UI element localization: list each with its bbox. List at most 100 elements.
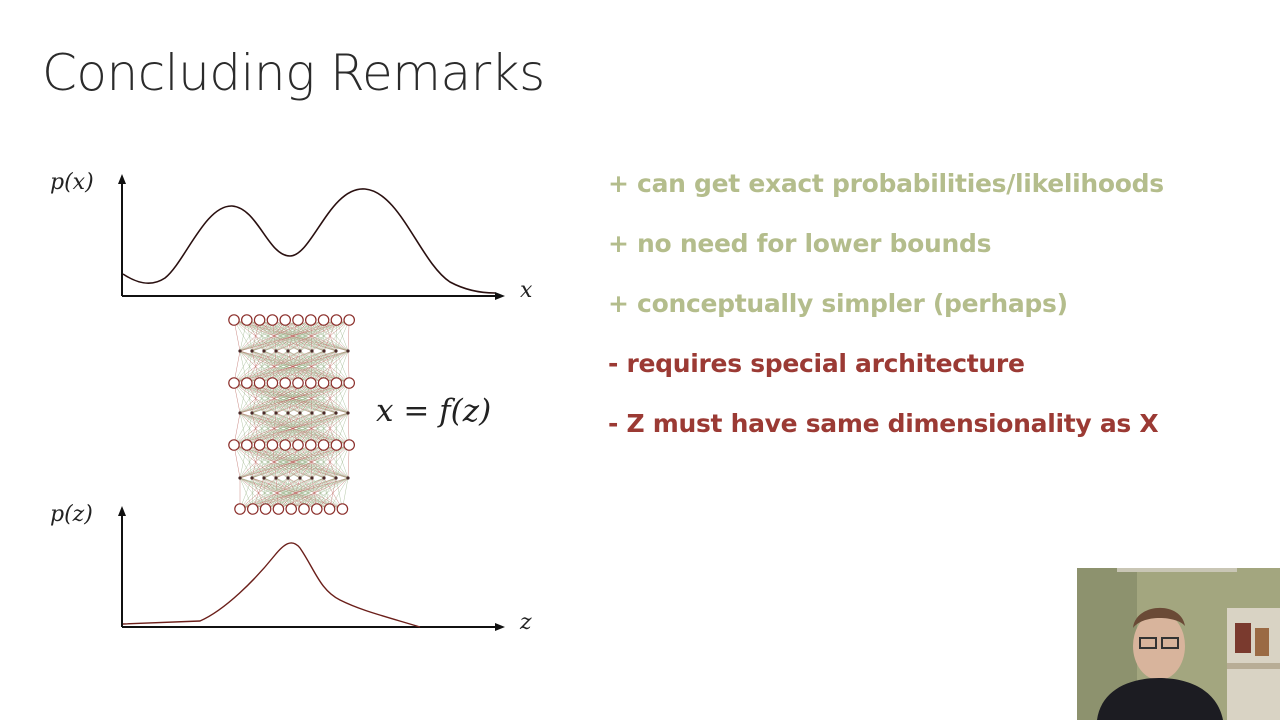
network-edge: [299, 412, 350, 446]
network-hidden-dot: [310, 349, 314, 353]
network-edge: [303, 477, 349, 510]
network-edge: [259, 319, 313, 352]
network-edge: [239, 319, 350, 352]
network-edge: [251, 350, 311, 384]
network-edge: [233, 319, 253, 352]
network-edge: [285, 382, 337, 414]
network-edge: [246, 319, 301, 352]
neural-network-graphic: [228, 314, 355, 515]
network-edge: [246, 444, 265, 479]
network-edge: [310, 319, 337, 352]
network-node: [228, 377, 240, 389]
network-edge: [323, 382, 349, 414]
network-edge: [285, 444, 325, 479]
network-edge: [263, 477, 317, 510]
network-node: [247, 503, 259, 515]
network-edge: [275, 350, 324, 384]
network-edge: [239, 477, 349, 510]
network-node: [304, 314, 317, 326]
network-edge: [272, 382, 313, 414]
bullet-pro-exact-likelihoods: + can get exact probabilities/likelihood…: [608, 169, 1164, 198]
network-hidden-dot: [238, 411, 242, 415]
network-edge: [246, 444, 301, 479]
network-edge: [259, 382, 289, 414]
network-hidden-dot: [286, 411, 290, 415]
network-node: [330, 439, 343, 451]
network-edge: [251, 319, 350, 352]
network-edge: [246, 444, 277, 479]
network-edge: [239, 382, 286, 414]
bottom-plot-x-arrow: [495, 623, 505, 631]
network-edge: [272, 444, 313, 479]
network-node: [279, 377, 291, 389]
network-edge: [233, 350, 265, 384]
network-edge: [311, 412, 337, 446]
network-hidden-dot: [322, 476, 326, 480]
network-edge: [299, 319, 350, 352]
network-edge: [272, 382, 325, 414]
network-edge: [323, 412, 349, 446]
network-edge: [287, 412, 350, 446]
network-edge: [252, 477, 349, 510]
network-node: [266, 439, 279, 451]
network-hidden-dot: [322, 411, 326, 415]
network-edge: [297, 444, 349, 479]
network-node: [330, 377, 343, 389]
network-edge: [310, 382, 337, 414]
bullet-pro-no-lower-bounds: + no need for lower bounds: [608, 229, 992, 258]
network-edge: [246, 382, 301, 414]
network-hidden-dot: [346, 476, 350, 480]
top-plot-y-label: p(x): [50, 170, 94, 195]
network-edge: [272, 444, 325, 479]
network-edge: [233, 382, 253, 414]
network-edge: [239, 477, 337, 510]
network-hidden-dot: [262, 411, 266, 415]
network-edge: [310, 444, 325, 479]
network-node: [323, 503, 336, 515]
bottom-plot: [118, 506, 505, 631]
network-edge: [239, 319, 273, 352]
network-node: [304, 439, 317, 451]
network-edge: [285, 319, 325, 352]
bottom-density-curve: [122, 542, 421, 628]
network-edge: [299, 382, 350, 414]
network-edge: [239, 412, 273, 446]
network-edge: [285, 350, 349, 384]
network-edge: [287, 477, 317, 510]
network-hidden-dot: [322, 349, 326, 353]
network-edge: [251, 477, 279, 510]
network-edge: [239, 350, 299, 384]
network-hidden-dot: [250, 349, 254, 353]
network-edge: [259, 444, 325, 479]
network-edge: [259, 444, 313, 479]
network-edge: [323, 477, 343, 510]
network-edge: [263, 412, 299, 446]
network-edge: [275, 477, 330, 510]
network-edge: [233, 350, 253, 384]
network-edge: [259, 444, 289, 479]
network-node: [330, 314, 343, 326]
network-node: [272, 503, 285, 515]
network-edge: [285, 444, 337, 479]
network-edge: [310, 382, 349, 414]
network-hidden-dot: [298, 349, 302, 353]
network-edge: [272, 444, 337, 479]
network-hidden-dot: [262, 349, 266, 353]
network-edge: [263, 350, 324, 384]
network-edge: [239, 382, 273, 414]
network-edge: [259, 319, 301, 352]
network-edge: [275, 412, 337, 446]
network-edge: [233, 319, 289, 352]
network-hidden-dot: [286, 349, 290, 353]
network-hidden-dot: [310, 411, 314, 415]
network-edge: [311, 444, 350, 479]
network-edge: [275, 412, 299, 446]
network-edge: [263, 350, 299, 384]
network-node: [241, 377, 253, 389]
bullet-pro-simpler: + conceptually simpler (perhaps): [608, 289, 1068, 318]
network-node: [241, 439, 253, 451]
network-node: [317, 377, 330, 389]
network-edge: [239, 412, 260, 446]
network-node: [317, 314, 330, 326]
network-edge: [246, 444, 289, 479]
